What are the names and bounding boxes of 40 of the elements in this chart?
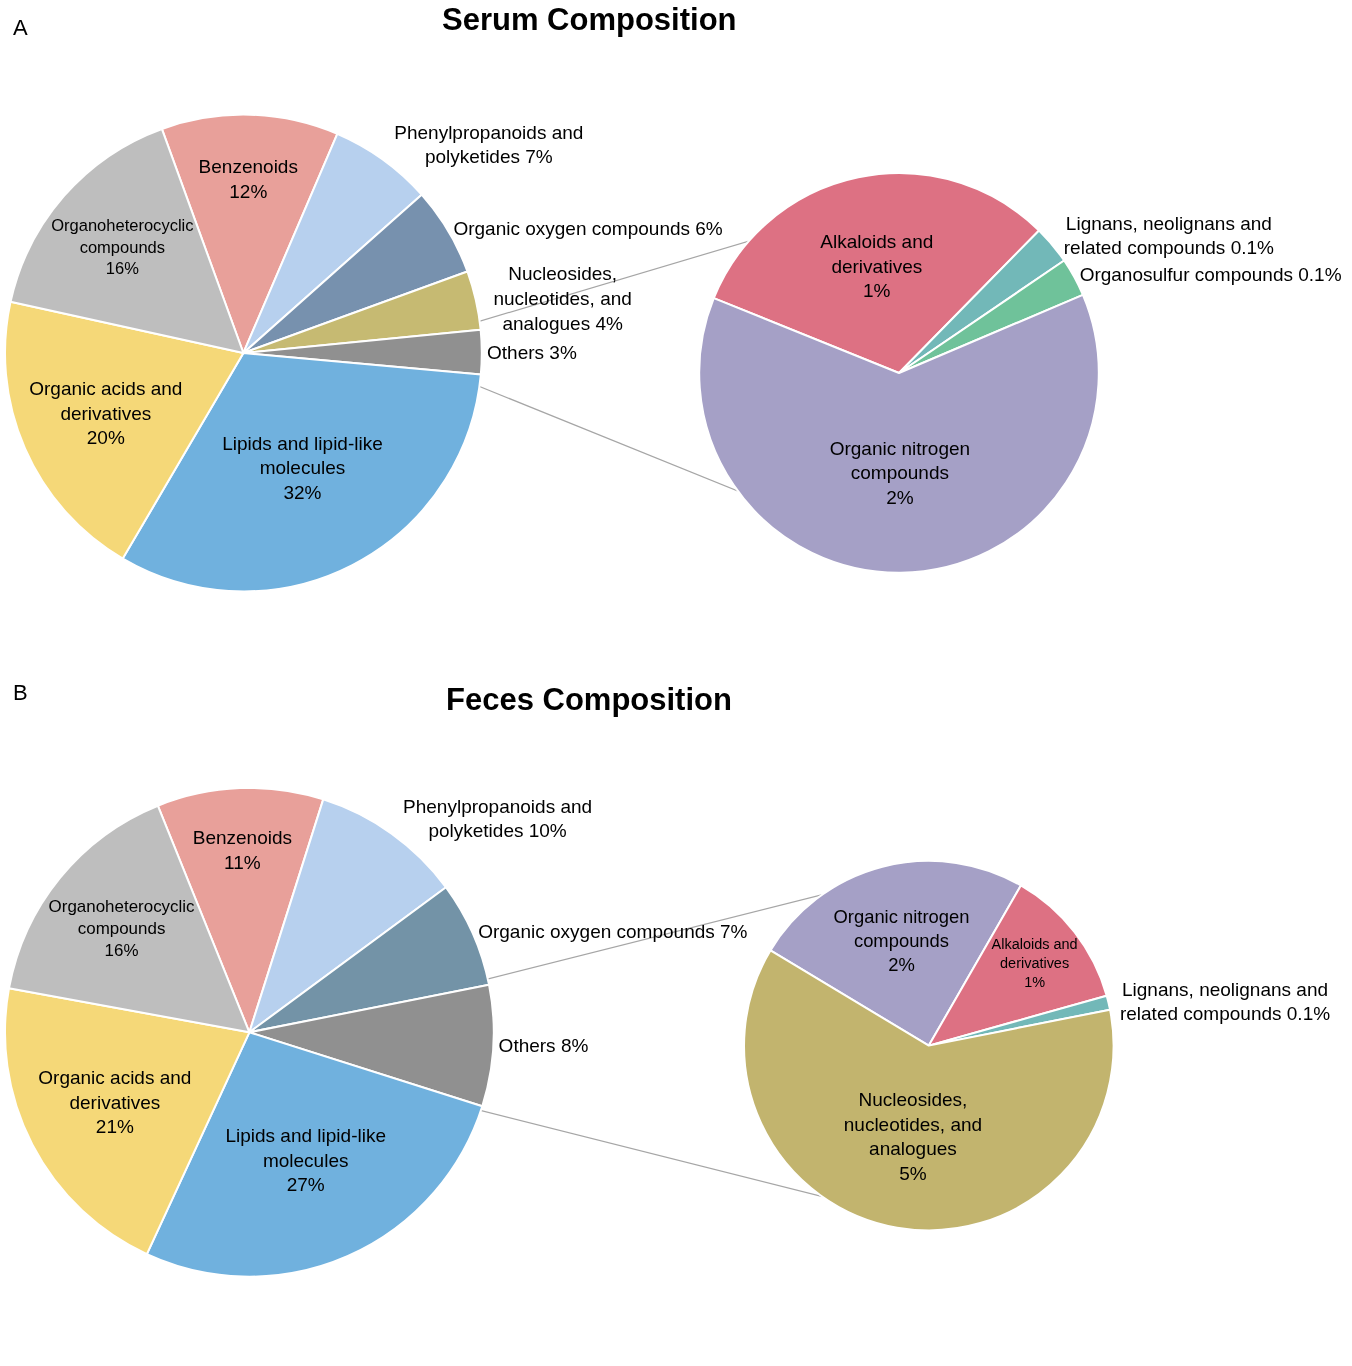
chart-title: Feces Composition bbox=[446, 682, 732, 717]
slice-label: Organic oxygen compounds 6% bbox=[453, 217, 723, 239]
slice-label: Benzenoids bbox=[198, 155, 298, 177]
slice-label: Organic oxygen compounds 7% bbox=[478, 921, 748, 943]
slice-label: Benzenoids bbox=[192, 827, 292, 849]
slice-label: Organic nitrogen compounds bbox=[829, 437, 971, 484]
data-label: 5% bbox=[899, 1163, 927, 1185]
slice-label: Organoheterocyclic compounds bbox=[48, 896, 196, 938]
slice-label: Phenylpropanoids and polyketides 10% bbox=[403, 795, 593, 842]
slice-label: Nucleosides, nucleotides, and analogues 4% bbox=[493, 263, 632, 334]
data-label: 2% bbox=[888, 953, 915, 975]
data-label: 27% bbox=[286, 1174, 325, 1196]
slice-label: Others 8% bbox=[498, 1035, 589, 1057]
slice-label: Alkaloids and derivatives bbox=[991, 936, 1078, 972]
data-label: 21% bbox=[95, 1116, 134, 1138]
data-label: 20% bbox=[86, 427, 125, 449]
slice-label: Alkaloids and derivatives bbox=[820, 230, 934, 277]
data-label: 2% bbox=[886, 487, 914, 509]
slice-label: Lipids and lipid-like molecules bbox=[225, 1124, 386, 1171]
text: B bbox=[13, 680, 28, 705]
slice-label: Nucleosides, nucleotides, and analogues bbox=[843, 1089, 983, 1160]
slice-label: Organosulfur compounds 0.1% bbox=[1079, 264, 1342, 286]
data-label: 11% bbox=[224, 851, 261, 873]
data-label: 16% bbox=[104, 940, 139, 960]
slice-label: Organic acids and derivatives bbox=[29, 377, 183, 424]
slice-label: Organic nitrogen compounds bbox=[833, 905, 970, 951]
data-label: 1% bbox=[863, 280, 891, 302]
text: A bbox=[13, 15, 28, 40]
slice-label: Others 3% bbox=[487, 341, 577, 363]
slice-label: Lignans, neolignans and related compounds 0.1% bbox=[1119, 978, 1331, 1025]
data-label: 32% bbox=[283, 482, 322, 504]
data-label: 1% bbox=[1024, 974, 1046, 991]
slice-label: Lignans, neolignans and related compounds 0.1% bbox=[1063, 212, 1275, 259]
slice-label: Organoheterocyclic compounds bbox=[51, 216, 194, 257]
data-label: 16% bbox=[105, 259, 140, 279]
slice-label: Organic acids and derivatives bbox=[38, 1066, 192, 1113]
chart-title: Serum Composition bbox=[442, 2, 737, 37]
slice-label: Lipids and lipid-like molecules bbox=[222, 432, 383, 479]
slice-label: Phenylpropanoids and polyketides 7% bbox=[394, 121, 584, 168]
data-label: 12% bbox=[229, 180, 268, 202]
